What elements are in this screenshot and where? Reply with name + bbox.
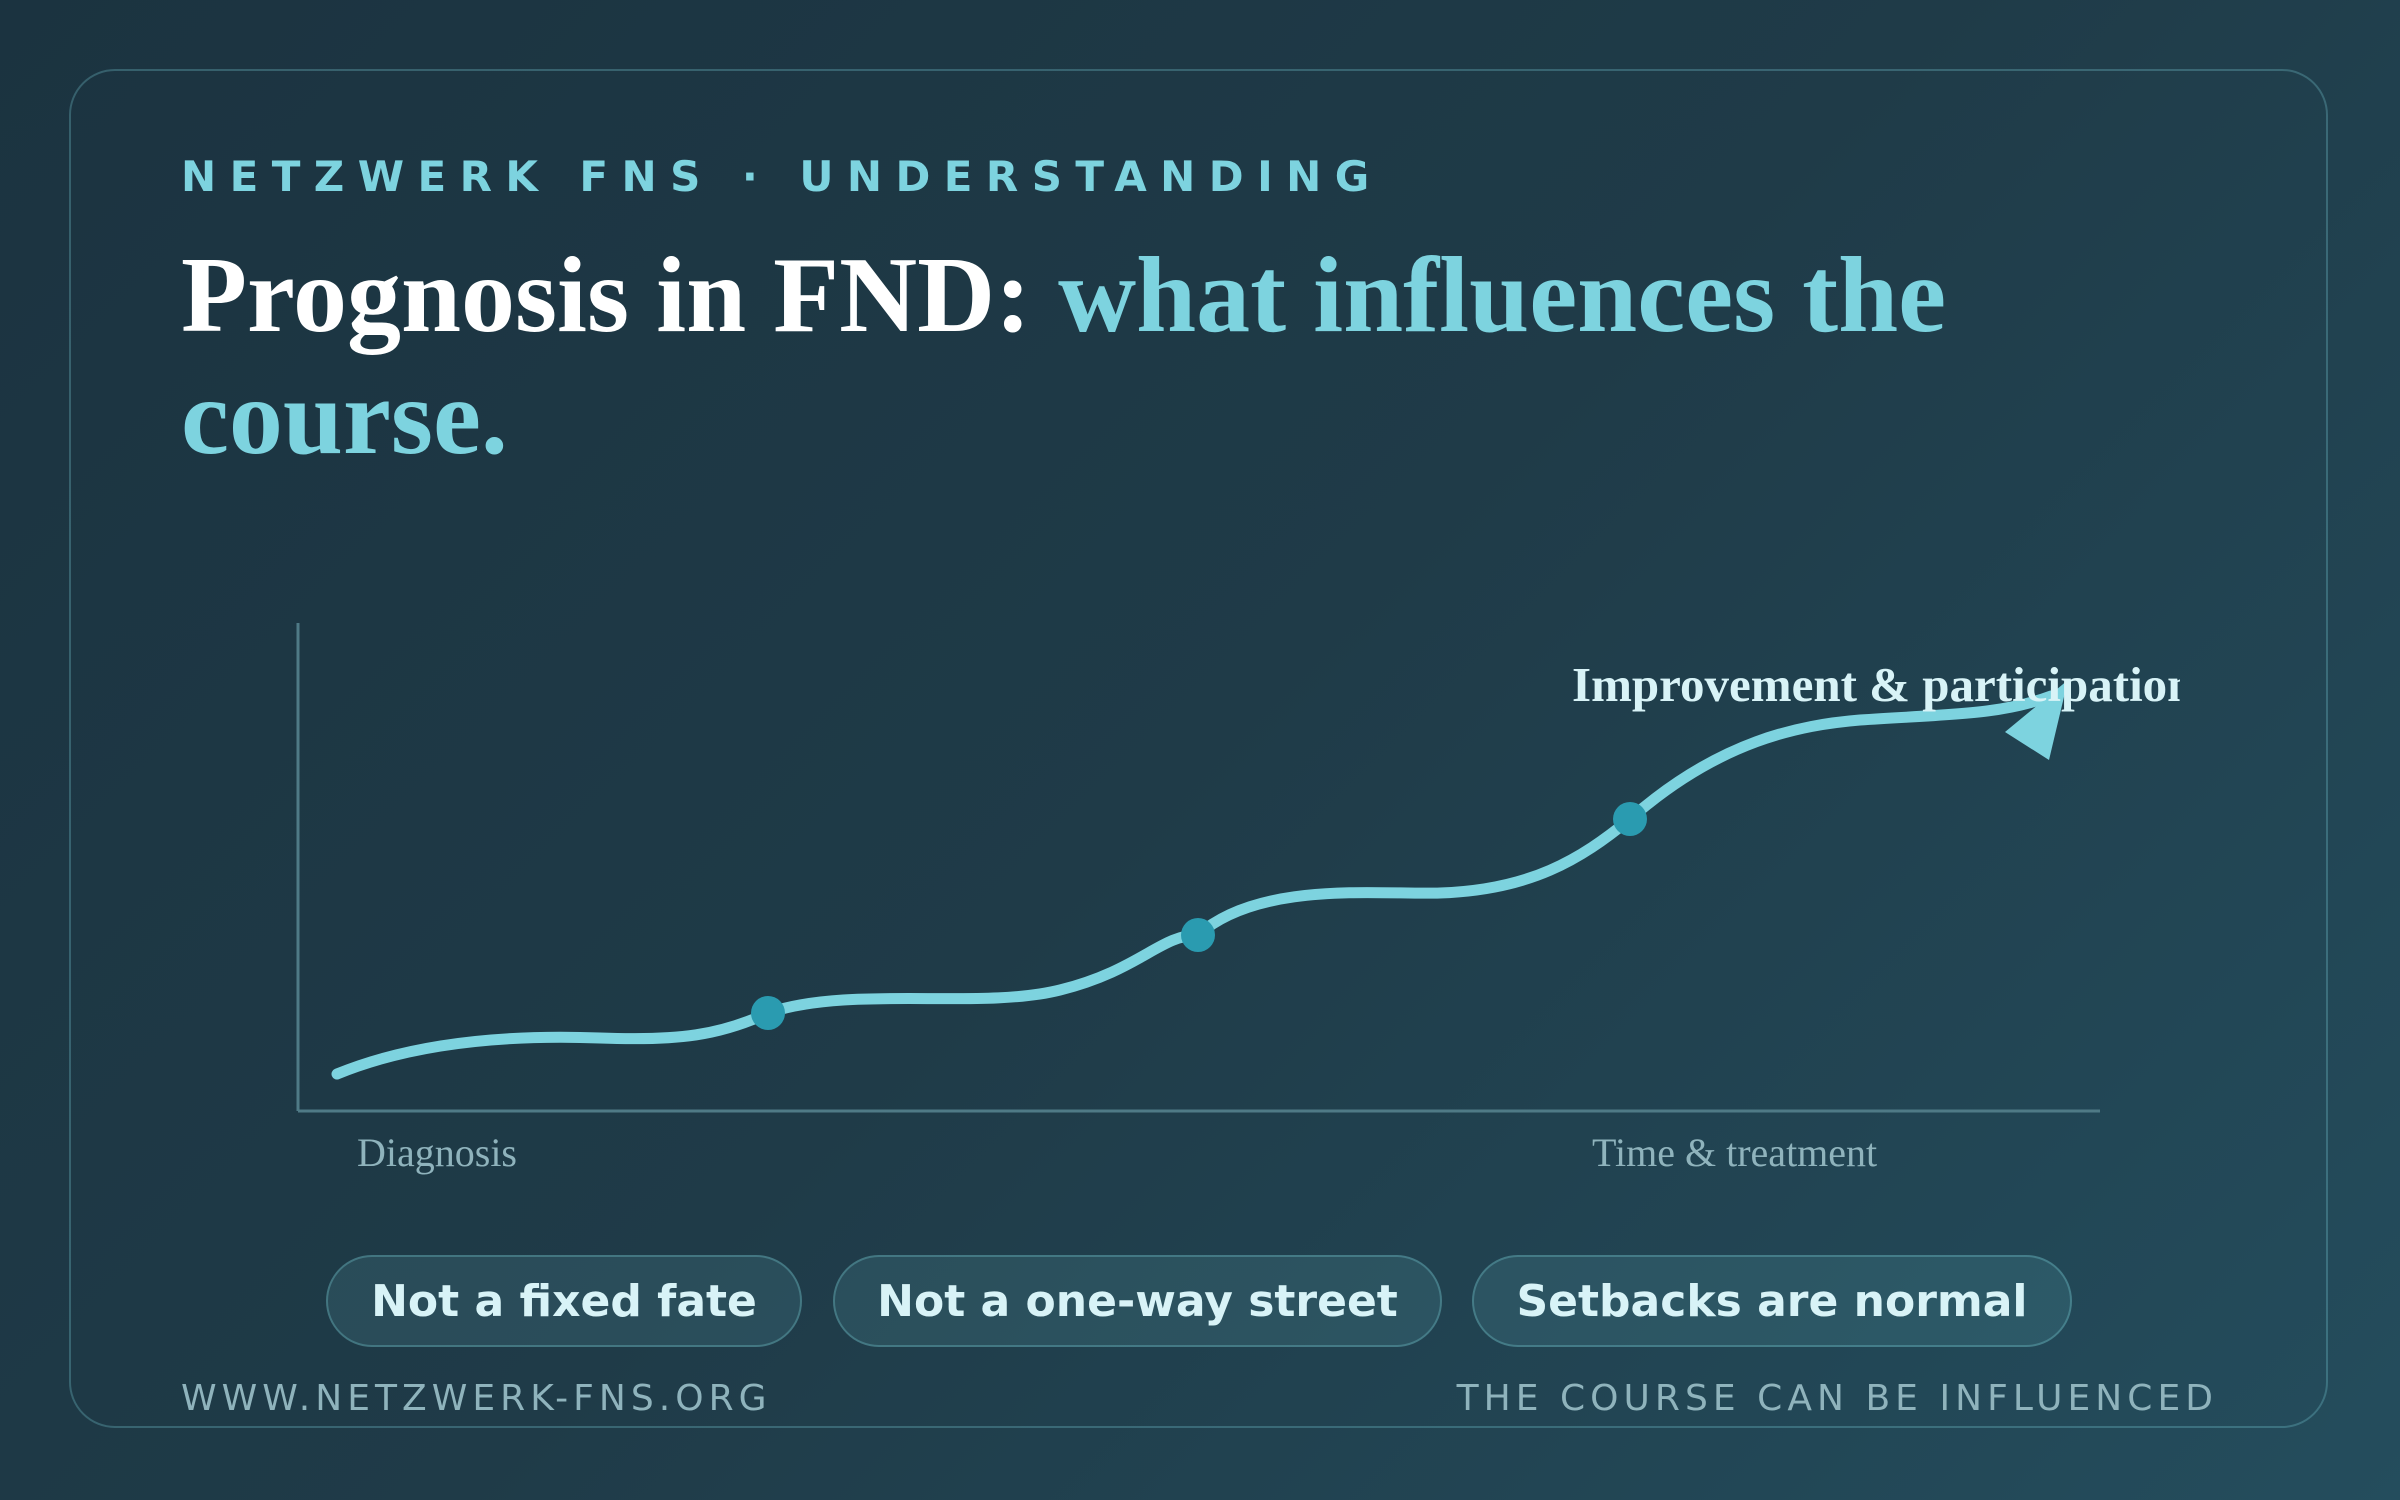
title: Prognosis in FND: what influences the cou… — [181, 235, 2031, 479]
end-label: Time & treatment — [1592, 1130, 1877, 1175]
start-label: Diagnosis — [357, 1130, 517, 1175]
pill: Setbacks are normal — [1472, 1255, 2072, 1347]
card — [69, 69, 2328, 1428]
annotation: Improvement & participation — [1572, 657, 2194, 712]
footer-left: WWW.NETZWERK-FNS.ORG — [181, 1378, 772, 1419]
pill: Not a fixed fate — [326, 1255, 802, 1347]
kicker: NETZWERK FNS · UNDERSTANDING — [181, 152, 1383, 201]
footer-right: THE COURSE CAN BE INFLUENCED — [1456, 1378, 2218, 1419]
pill: Not a one-way street — [833, 1255, 1442, 1347]
arrow-head — [2005, 680, 2068, 760]
title-lead: Prognosis in FND: — [181, 236, 1032, 355]
milestone-dot — [1181, 918, 1215, 952]
progress-curve — [331, 690, 2057, 1080]
milestone-dot — [1613, 802, 1647, 836]
title-highlight: what influences the course. — [181, 236, 1947, 477]
milestone-dot — [751, 996, 785, 1030]
